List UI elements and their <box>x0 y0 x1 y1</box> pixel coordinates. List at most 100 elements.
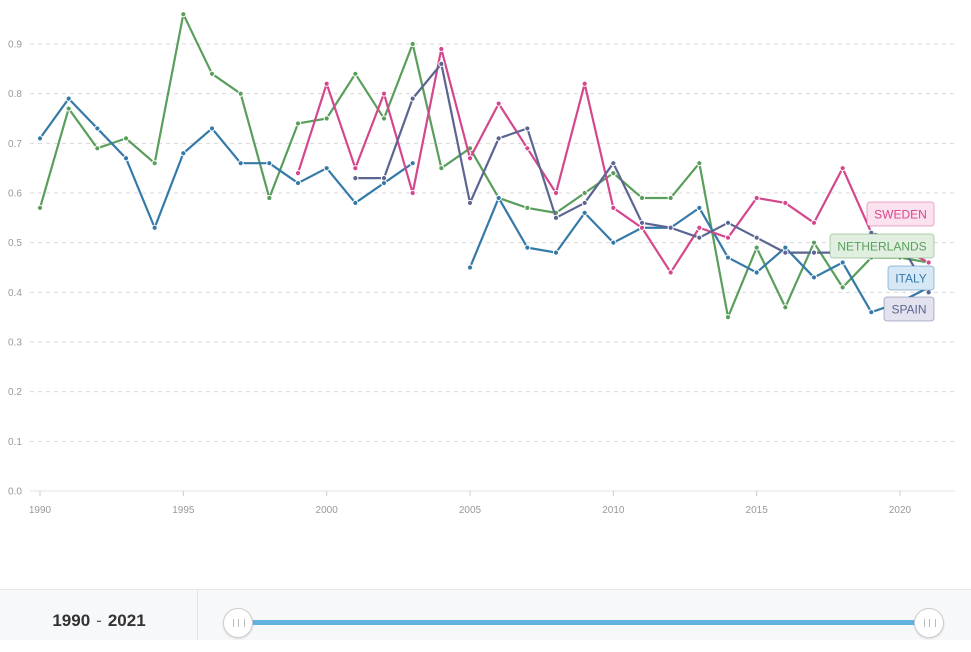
data-point-netherlands[interactable] <box>266 194 273 202</box>
data-point-spain[interactable] <box>782 249 789 256</box>
data-point-italy[interactable] <box>868 309 875 316</box>
data-point-sweden[interactable] <box>839 165 846 172</box>
data-point-sweden[interactable] <box>552 189 560 197</box>
data-point-netherlands[interactable] <box>208 70 216 77</box>
data-point-netherlands[interactable] <box>237 90 244 97</box>
data-point-netherlands[interactable] <box>122 135 130 142</box>
data-point-netherlands[interactable] <box>524 204 531 211</box>
data-point-spain[interactable] <box>409 95 416 102</box>
data-point-sweden[interactable] <box>352 165 359 172</box>
data-point-sweden[interactable] <box>380 90 388 97</box>
data-point-italy[interactable] <box>466 264 474 271</box>
data-point-italy[interactable] <box>266 160 273 167</box>
data-point-sweden[interactable] <box>724 234 732 241</box>
data-point-netherlands[interactable] <box>409 40 416 48</box>
data-point-netherlands[interactable] <box>65 105 72 112</box>
data-point-italy[interactable] <box>65 95 72 102</box>
data-point-netherlands[interactable] <box>180 11 187 18</box>
data-point-sweden[interactable] <box>810 219 818 226</box>
data-point-netherlands[interactable] <box>438 165 445 172</box>
data-point-italy[interactable] <box>610 239 617 246</box>
data-point-spain[interactable] <box>352 175 359 182</box>
data-point-sweden[interactable] <box>323 80 330 87</box>
data-point-netherlands[interactable] <box>94 145 101 152</box>
data-point-sweden[interactable] <box>294 170 302 177</box>
data-point-netherlands[interactable] <box>581 189 588 197</box>
data-point-spain[interactable] <box>552 214 560 221</box>
data-point-italy[interactable] <box>810 274 818 281</box>
data-point-spain[interactable] <box>925 289 932 296</box>
data-point-sweden[interactable] <box>466 155 474 162</box>
data-point-italy[interactable] <box>94 125 101 132</box>
data-point-italy[interactable] <box>180 150 187 157</box>
data-point-italy[interactable] <box>724 254 732 261</box>
data-point-netherlands[interactable] <box>352 70 359 77</box>
series-netherlands <box>36 11 932 321</box>
data-point-netherlands[interactable] <box>638 194 646 202</box>
data-point-spain[interactable] <box>466 199 474 207</box>
data-point-netherlands[interactable] <box>839 284 846 291</box>
data-point-sweden[interactable] <box>524 145 531 152</box>
data-point-spain[interactable] <box>610 160 617 167</box>
data-point-netherlands[interactable] <box>810 239 818 246</box>
data-point-italy[interactable] <box>122 155 130 162</box>
data-point-spain[interactable] <box>524 125 531 132</box>
data-point-spain[interactable] <box>810 249 818 256</box>
data-point-italy[interactable] <box>151 224 158 231</box>
data-point-spain[interactable] <box>581 199 588 207</box>
end-label-box <box>829 233 935 259</box>
data-point-italy[interactable] <box>782 244 789 251</box>
data-point-italy[interactable] <box>409 160 416 167</box>
data-point-netherlands[interactable] <box>610 170 617 177</box>
data-point-sweden[interactable] <box>610 204 617 211</box>
data-point-sweden[interactable] <box>638 224 646 231</box>
data-point-netherlands[interactable] <box>782 304 789 311</box>
data-point-sweden[interactable] <box>495 100 502 107</box>
data-point-italy[interactable] <box>552 249 560 256</box>
data-point-netherlands[interactable] <box>380 115 388 122</box>
data-point-spain[interactable] <box>638 219 646 226</box>
data-point-italy[interactable] <box>352 199 359 207</box>
data-point-italy[interactable] <box>36 135 44 142</box>
data-point-netherlands[interactable] <box>151 160 158 167</box>
data-point-spain[interactable] <box>753 234 760 241</box>
data-point-italy[interactable] <box>294 179 302 187</box>
data-point-italy[interactable] <box>495 194 502 202</box>
data-point-sweden[interactable] <box>409 189 416 197</box>
data-point-sweden[interactable] <box>753 194 760 202</box>
data-point-sweden[interactable] <box>696 224 703 231</box>
data-point-sweden[interactable] <box>925 259 932 266</box>
range-slider-track[interactable] <box>238 620 928 625</box>
data-point-netherlands[interactable] <box>696 160 703 167</box>
data-point-netherlands[interactable] <box>294 120 302 127</box>
data-point-spain[interactable] <box>696 234 703 241</box>
data-point-sweden[interactable] <box>581 80 588 87</box>
data-point-sweden[interactable] <box>782 199 789 207</box>
data-point-italy[interactable] <box>581 209 588 216</box>
data-point-spain[interactable] <box>495 135 502 142</box>
data-point-italy[interactable] <box>323 165 330 172</box>
data-point-italy[interactable] <box>839 259 846 266</box>
data-point-italy[interactable] <box>753 269 760 276</box>
data-point-sweden[interactable] <box>667 269 674 276</box>
range-slider-start-handle[interactable] <box>223 608 253 638</box>
data-point-italy[interactable] <box>524 244 531 251</box>
data-point-italy[interactable] <box>208 125 216 132</box>
data-point-spain[interactable] <box>438 60 445 67</box>
data-point-sweden[interactable] <box>438 45 445 53</box>
data-point-netherlands[interactable] <box>753 244 760 251</box>
data-point-netherlands[interactable] <box>323 115 330 122</box>
data-point-netherlands[interactable] <box>667 194 674 202</box>
data-point-spain[interactable] <box>724 219 732 226</box>
y-tick-label: 0.8 <box>8 89 22 100</box>
data-point-spain[interactable] <box>667 224 674 231</box>
data-point-spain[interactable] <box>380 175 388 182</box>
range-slider-end-handle[interactable] <box>914 608 944 638</box>
series-sweden <box>294 45 932 276</box>
data-point-italy[interactable] <box>696 204 703 211</box>
data-point-netherlands[interactable] <box>36 204 44 211</box>
data-point-italy[interactable] <box>237 160 244 167</box>
data-point-netherlands[interactable] <box>724 314 732 321</box>
data-point-italy[interactable] <box>380 179 388 187</box>
end-label-text: SWEDEN <box>874 208 927 222</box>
